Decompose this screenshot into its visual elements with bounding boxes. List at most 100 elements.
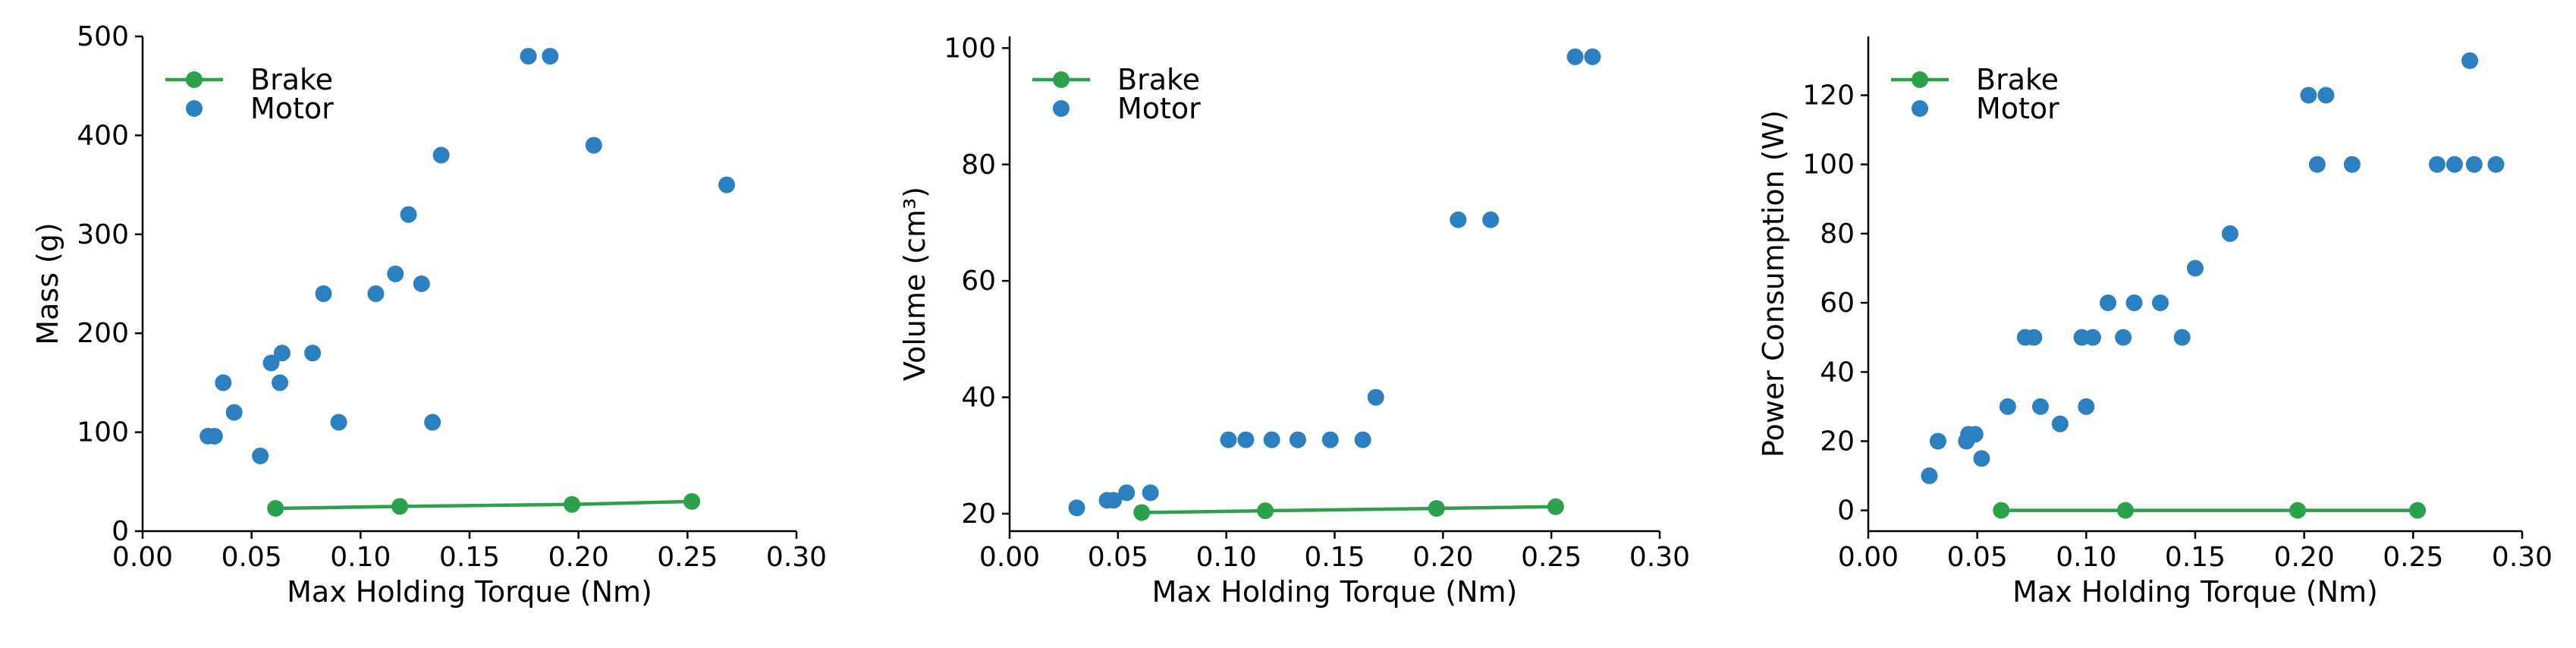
y-tick-label: 0: [1837, 495, 1855, 527]
brake-data-point: [267, 500, 284, 517]
x-tick-label: 0.05: [1088, 542, 1148, 573]
motor-data-point: [1105, 492, 1123, 509]
motor-data-point: [2343, 156, 2361, 173]
motor-data-point: [2031, 398, 2049, 415]
y-tick-label: 120: [1802, 80, 1855, 112]
motor-data-point: [1220, 431, 1237, 448]
y-tick-label: 40: [1820, 357, 1855, 388]
brake-data-point: [1133, 504, 1151, 521]
y-tick-label: 20: [1820, 426, 1855, 457]
motor-data-point: [585, 137, 602, 154]
y-tick-label: 60: [961, 266, 996, 297]
motor-data-point: [2187, 260, 2204, 277]
x-tick-label: 0.15: [2165, 542, 2226, 573]
brake-data-point: [2409, 502, 2427, 519]
brake-data-point: [2117, 502, 2135, 519]
motor-data-point: [413, 275, 430, 292]
y-tick-label: 300: [77, 219, 129, 250]
legend-motor-label: Motor: [1976, 92, 2059, 125]
y-axis-label: Power Consumption (W): [1757, 110, 1790, 458]
motor-data-point: [400, 206, 417, 223]
motor-data-point: [520, 48, 537, 65]
x-tick-label: 0.10: [2056, 542, 2116, 573]
x-tick-label: 0.20: [1412, 542, 1473, 573]
motor-data-point: [2221, 225, 2238, 242]
legend-brake-label: Brake: [250, 63, 333, 96]
motor-data-point: [1966, 426, 1984, 443]
y-tick-label: 200: [77, 318, 129, 349]
motor-data-point: [1237, 431, 1255, 448]
motor-data-point: [1921, 467, 1938, 485]
y-tick-label: 40: [961, 382, 996, 414]
legend-brake-label: Brake: [1117, 63, 1200, 96]
chart-panel-2: 0.00 0.05 0.10 0.15 0.20 0.25 0.30 20 40 60 80 100 M…: [898, 33, 1690, 609]
motor-data-point: [1929, 433, 1946, 450]
y-tick-label: 0: [112, 516, 129, 547]
motor-data-point: [2084, 329, 2101, 346]
motor-data-point: [2487, 156, 2505, 173]
brake-data-point: [391, 498, 409, 515]
x-axis-label: Max Holding Torque (Nm): [287, 575, 652, 609]
x-tick-label: 0.00: [112, 542, 173, 573]
motor-data-point: [262, 354, 280, 372]
brake-data-point: [1257, 502, 1274, 520]
x-axis-label: Max Holding Torque (Nm): [1152, 575, 1518, 609]
legend-brake-marker: [1053, 71, 1070, 88]
motor-data-point: [1289, 431, 1306, 448]
motor-data-point: [2051, 415, 2069, 433]
motor-data-point: [367, 285, 385, 303]
legend-motor-label: Motor: [1117, 92, 1201, 125]
x-tick-label: 0.20: [548, 542, 609, 573]
motor-data-point: [1118, 484, 1136, 502]
motor-data-point: [272, 374, 289, 392]
y-tick-label: 20: [961, 499, 996, 530]
brake-data-point: [1547, 498, 1564, 515]
motor-data-point: [1321, 431, 1339, 448]
y-axis-label: Mass (g): [31, 222, 64, 345]
brake-data-point: [2289, 502, 2307, 519]
x-tick-label: 0.15: [439, 542, 500, 573]
y-tick-label: 400: [77, 120, 129, 151]
motor-data-point: [2078, 398, 2095, 415]
chart-panel-3: 0.00 0.05 0.10 0.15 0.20 0.25 0.30 0 20 40 60 80 100…: [1757, 36, 2552, 609]
motor-data-point: [2025, 329, 2043, 346]
x-tick-label: 0.00: [979, 542, 1040, 573]
motor-data-point: [2152, 294, 2169, 312]
legend-motor-marker: [1053, 100, 1070, 117]
motor-data-point: [2446, 156, 2463, 173]
motor-data-point: [2465, 156, 2483, 173]
x-tick-label: 0.30: [1629, 542, 1690, 573]
motor-data-point: [315, 285, 332, 303]
x-tick-label: 0.05: [221, 542, 282, 573]
motor-data-point: [2428, 156, 2446, 173]
motor-data-point: [432, 146, 450, 164]
y-tick-label: 100: [77, 417, 129, 448]
motor-data-point: [1263, 431, 1280, 448]
motor-data-point: [1999, 398, 2016, 415]
x-tick-label: 0.15: [1304, 542, 1365, 573]
x-tick-label: 0.20: [2274, 542, 2335, 573]
brake-data-point: [1428, 500, 1445, 517]
motor-data-point: [1566, 48, 1584, 65]
motor-data-point: [2125, 294, 2143, 312]
y-tick-label: 100: [944, 33, 996, 64]
x-tick-label: 0.25: [657, 542, 718, 573]
x-axis-label: Max Holding Torque (Nm): [2012, 575, 2378, 609]
motor-data-point: [1068, 499, 1085, 517]
brake-series-line: [1142, 505, 1556, 514]
y-tick-label: 60: [1820, 288, 1855, 319]
brake-series-line: [275, 499, 693, 511]
legend-brake-label: Brake: [1976, 63, 2059, 96]
motor-data-point: [206, 427, 223, 445]
motor-data-point: [330, 414, 347, 431]
motor-data-point: [1450, 211, 1467, 228]
y-tick-label: 100: [1802, 149, 1855, 181]
x-tick-label: 0.25: [1521, 542, 1582, 573]
motor-data-point: [2173, 329, 2191, 346]
motor-data-point: [542, 48, 559, 65]
motor-data-point: [387, 265, 404, 282]
